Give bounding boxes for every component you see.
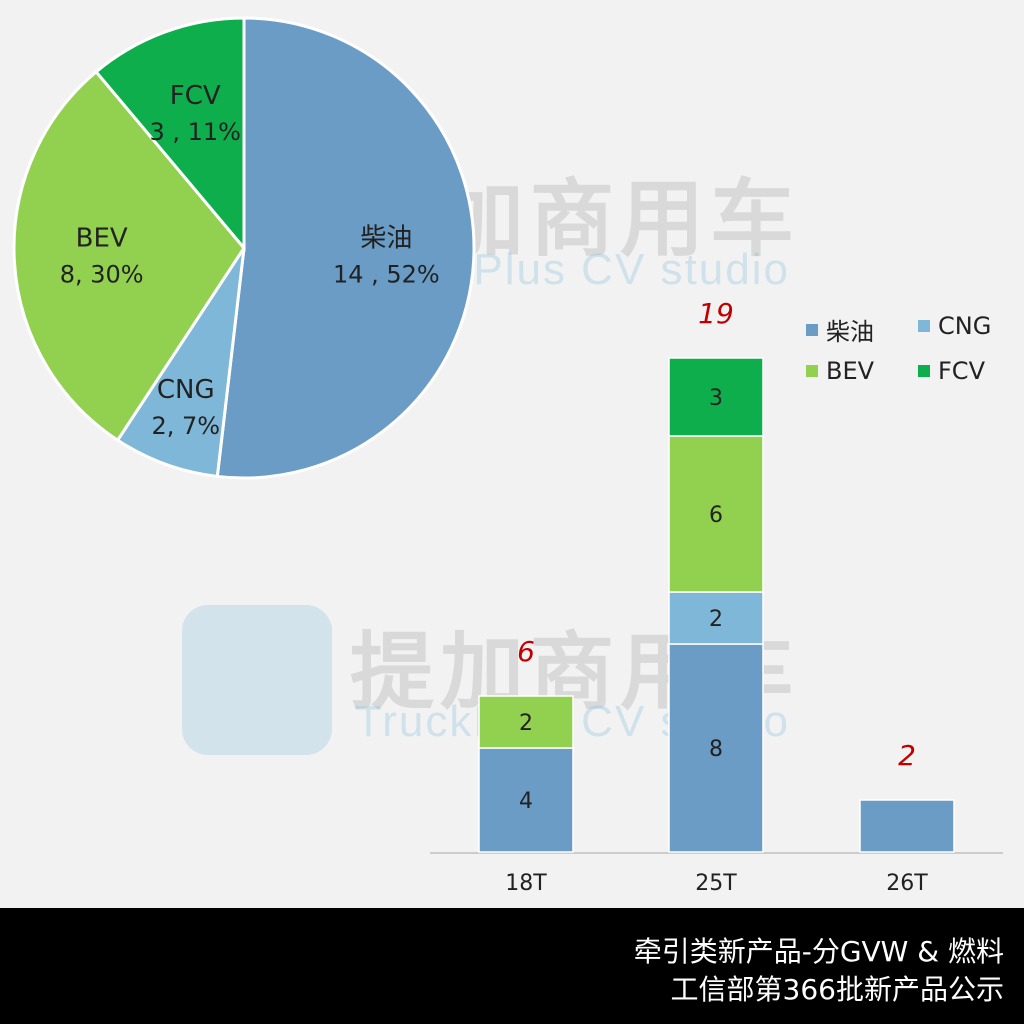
pie-slice-name-label: CNG <box>157 375 215 405</box>
legend-label: FCV <box>938 357 985 385</box>
legend-swatch <box>806 365 818 377</box>
watermark-logo-icon <box>182 605 332 755</box>
legend-label: 柴油 <box>826 318 874 346</box>
bar-segment <box>859 799 955 853</box>
pie-slice-name-label: 柴油 <box>360 223 412 253</box>
gvw-stacked-bar-chart: 4 2 6 18T 8 2 6 3 19 25T 2 26T <box>430 297 1003 896</box>
bar-segment-value-label: 2 <box>709 607 723 632</box>
footer-banner: 牵引类新产品-分GVW & 燃料 工信部第366批新产品公示 <box>0 908 1024 1024</box>
pie-slice-0 <box>215 16 476 480</box>
bar-segment <box>668 435 764 593</box>
footer-title: 牵引类新产品-分GVW & 燃料 <box>633 935 1004 968</box>
x-axis-tick-label: 18T <box>505 871 547 896</box>
legend-item-fcv: FCV <box>918 357 985 385</box>
pie-slice-value-label: 14 , 52% <box>333 260 440 288</box>
bar-segment <box>668 643 764 853</box>
legend-swatch <box>918 320 930 332</box>
pie-slice-2 <box>12 69 246 443</box>
bar-segment <box>668 591 764 645</box>
bar-segment-value-label: 4 <box>519 789 533 814</box>
pie-slice-value-label: 3 , 11% <box>149 118 241 146</box>
legend-item-bev: BEV <box>806 357 874 385</box>
bar-total-label: 6 <box>517 635 535 668</box>
pie-slice-name-label: FCV <box>170 81 221 111</box>
bar-segment-value-label: 8 <box>709 737 723 762</box>
bar-segment <box>478 695 574 749</box>
bar-segment <box>668 357 764 437</box>
pie-slice-1 <box>115 247 246 479</box>
legend-item-diesel: 柴油 <box>806 312 874 347</box>
pie-slice-3 <box>94 16 246 253</box>
x-axis-tick-label: 26T <box>886 871 928 896</box>
legend-label: CNG <box>938 312 992 340</box>
pie-slice-value-label: 8, 30% <box>60 260 144 288</box>
legend-item-cng: CNG <box>918 312 991 340</box>
legend-swatch <box>918 365 930 377</box>
bar-segment-value-label: 6 <box>709 503 723 528</box>
pie-slice-value-label: 2, 7% <box>151 412 220 440</box>
legend-swatch <box>806 323 818 336</box>
bar-total-label: 19 <box>698 297 734 330</box>
bar-segment-value-label: 3 <box>709 386 723 411</box>
x-axis-tick-label: 25T <box>695 871 737 896</box>
footer-subtitle: 工信部第366批新产品公示 <box>670 973 1004 1006</box>
pie-slice-name-label: BEV <box>76 223 128 253</box>
fuel-pie-chart: 柴油 14 , 52% CNG 2, 7% BEV 8, 30% FCV 3 , 11% <box>12 16 476 480</box>
bar-segment-value-label: 2 <box>519 711 533 736</box>
legend-label: BEV <box>826 357 875 385</box>
bar-total-label: 2 <box>898 739 916 772</box>
